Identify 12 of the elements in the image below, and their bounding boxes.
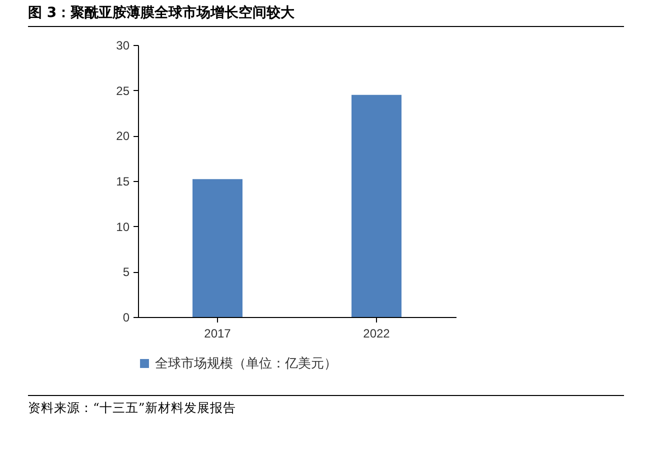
x-tick-label: 2022 xyxy=(363,326,390,340)
y-tick-label: 0 xyxy=(122,310,130,324)
y-tick-label: 10 xyxy=(116,220,130,234)
y-tick-label: 25 xyxy=(116,84,130,98)
text: 资料来源：“十三五”新材料发展报告 xyxy=(28,395,624,417)
y-tick-label: 20 xyxy=(116,129,130,144)
y-tick-label: 5 xyxy=(122,265,130,280)
x-tick-label: 2017 xyxy=(204,326,232,340)
chart-title: 图 3：聚酰亚胺薄膜全球市场增长空间较大 xyxy=(28,4,624,27)
y-tick-label: 30 xyxy=(116,38,130,52)
y-tick-label: 15 xyxy=(116,174,130,188)
legend-label: 全球市场规模（单位：亿美元） xyxy=(155,356,337,372)
